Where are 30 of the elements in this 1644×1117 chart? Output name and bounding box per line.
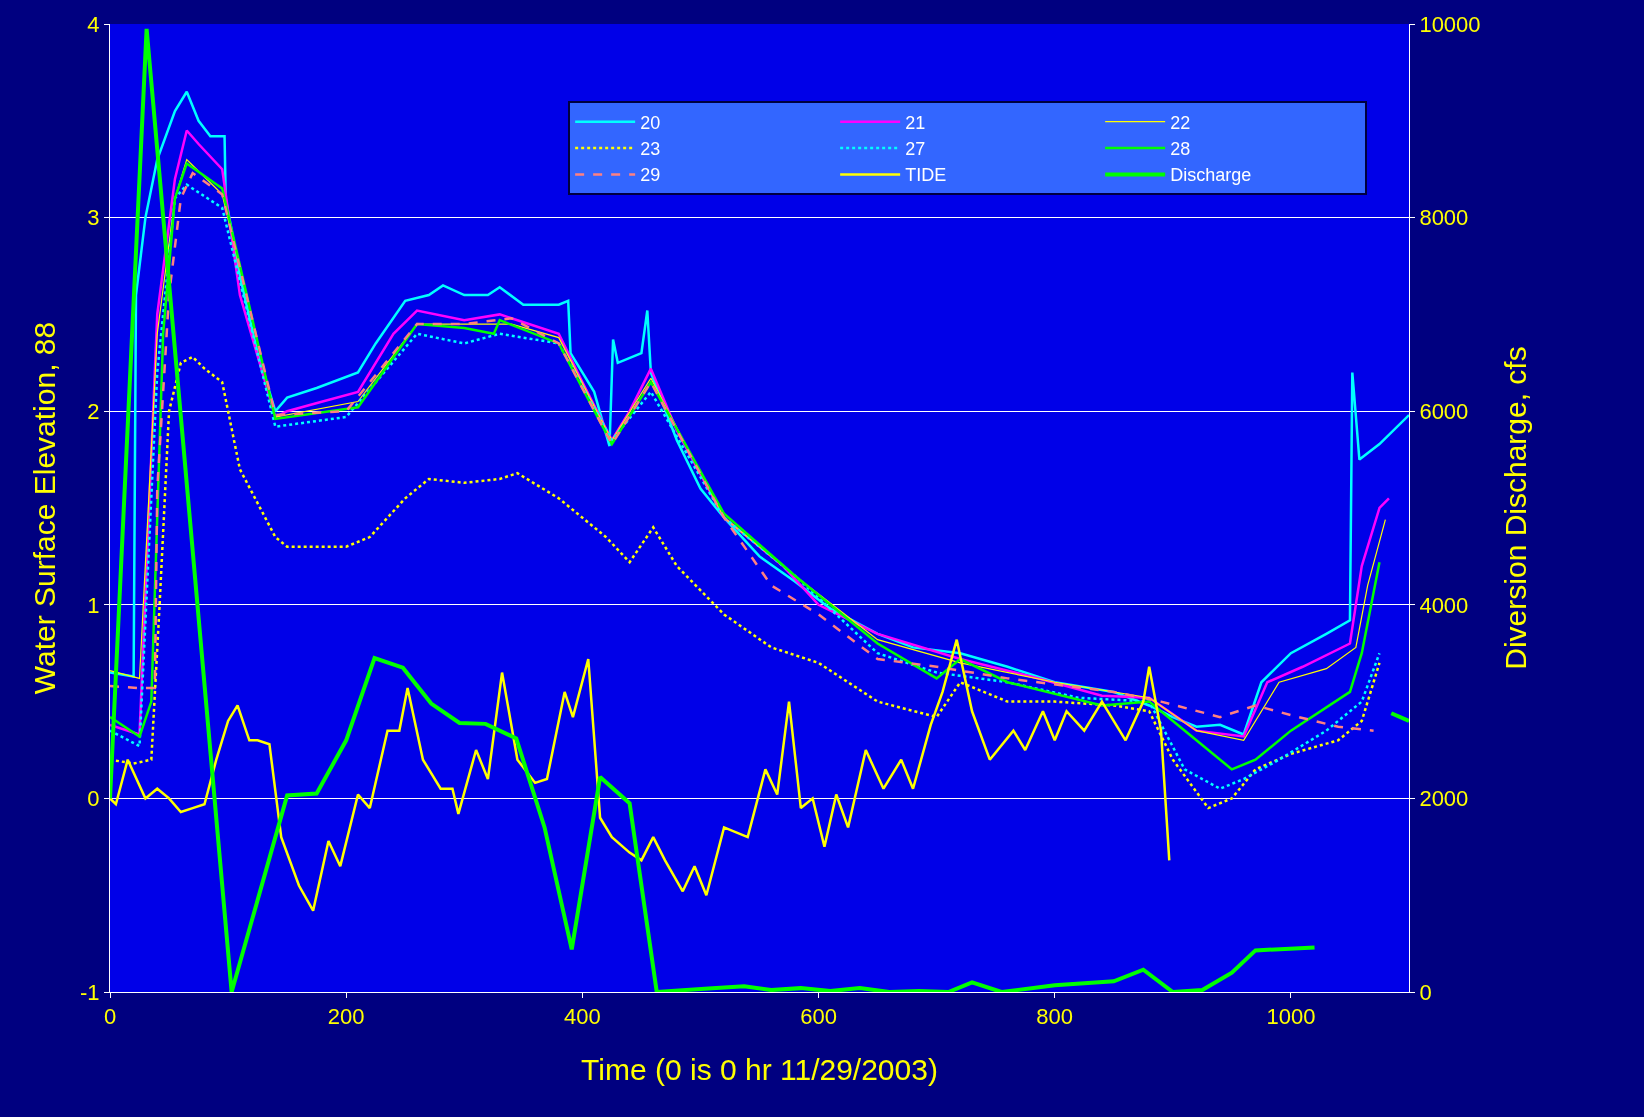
legend-label: Discharge [1170,165,1252,186]
x-axis-title: Time (0 is 0 hr 11/29/2003) [581,1052,938,1086]
x-tick-label: 200 [327,1004,365,1030]
legend-label: 22 [1170,112,1191,133]
y-tick-label: 4 [87,11,100,37]
y2-tick-label: 8000 [1419,205,1469,231]
x-tick-label: 1000 [1266,1004,1316,1030]
y-tick-label: -1 [80,979,100,1005]
y2-tick-label: 0 [1419,979,1432,1005]
legend-label: 28 [1170,139,1191,160]
y-tick-label: 3 [87,205,100,231]
legend-label: TIDE [905,165,947,186]
legend-label: 23 [640,139,661,160]
y-tick-label: 1 [87,592,100,618]
y-tick-label: 2 [87,398,100,424]
y2-tick-label: 4000 [1419,592,1469,618]
y-axis-title: Water Surface Elevation, 88 [28,321,62,695]
y2-tick-label: 6000 [1419,398,1469,424]
legend-label: 20 [640,112,661,133]
y-tick-label: 0 [87,786,100,812]
legend-label: 29 [640,165,661,186]
x-tick-label: 0 [103,1004,117,1030]
y2-axis-title: Diversion Discharge, cfs [1499,346,1533,670]
y2-tick-label: 10000 [1419,11,1481,37]
x-tick-label: 400 [564,1004,601,1030]
y2-tick-label: 2000 [1419,786,1469,812]
legend-label: 21 [905,112,926,133]
x-tick-label: 600 [800,1004,837,1030]
legend-label: 27 [905,139,926,160]
x-tick-label: 800 [1036,1004,1074,1030]
